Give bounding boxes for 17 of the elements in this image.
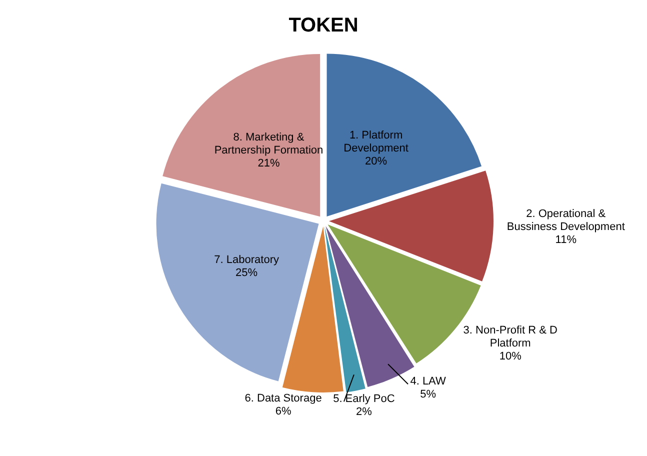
slice-label: 7. Laboratory <box>214 254 280 266</box>
data-label: 25% <box>236 267 258 280</box>
slice-label: 1. Platform Development <box>344 130 408 155</box>
data-label: 5% <box>420 388 436 401</box>
data-label: 6% <box>275 406 292 418</box>
data-label: 21% <box>258 157 280 170</box>
slice-label: 4. LAW <box>410 376 446 388</box>
data-label: 11% <box>555 234 577 246</box>
slice-label: 8. Marketing & Partnership Formation <box>214 131 324 156</box>
data-label: 10% <box>499 350 522 363</box>
slice-label: 2. Operational & Bussiness Development <box>506 208 625 234</box>
slice-label: 5. Early PoC <box>333 393 395 406</box>
chart-title: TOKEN <box>288 14 358 37</box>
slice-label: 6. Data Storage <box>244 392 322 405</box>
data-label: 20% <box>365 156 388 168</box>
data-label: 2% <box>356 406 372 418</box>
slice-label: 3. Non-Profit R & D Platform <box>463 324 558 350</box>
